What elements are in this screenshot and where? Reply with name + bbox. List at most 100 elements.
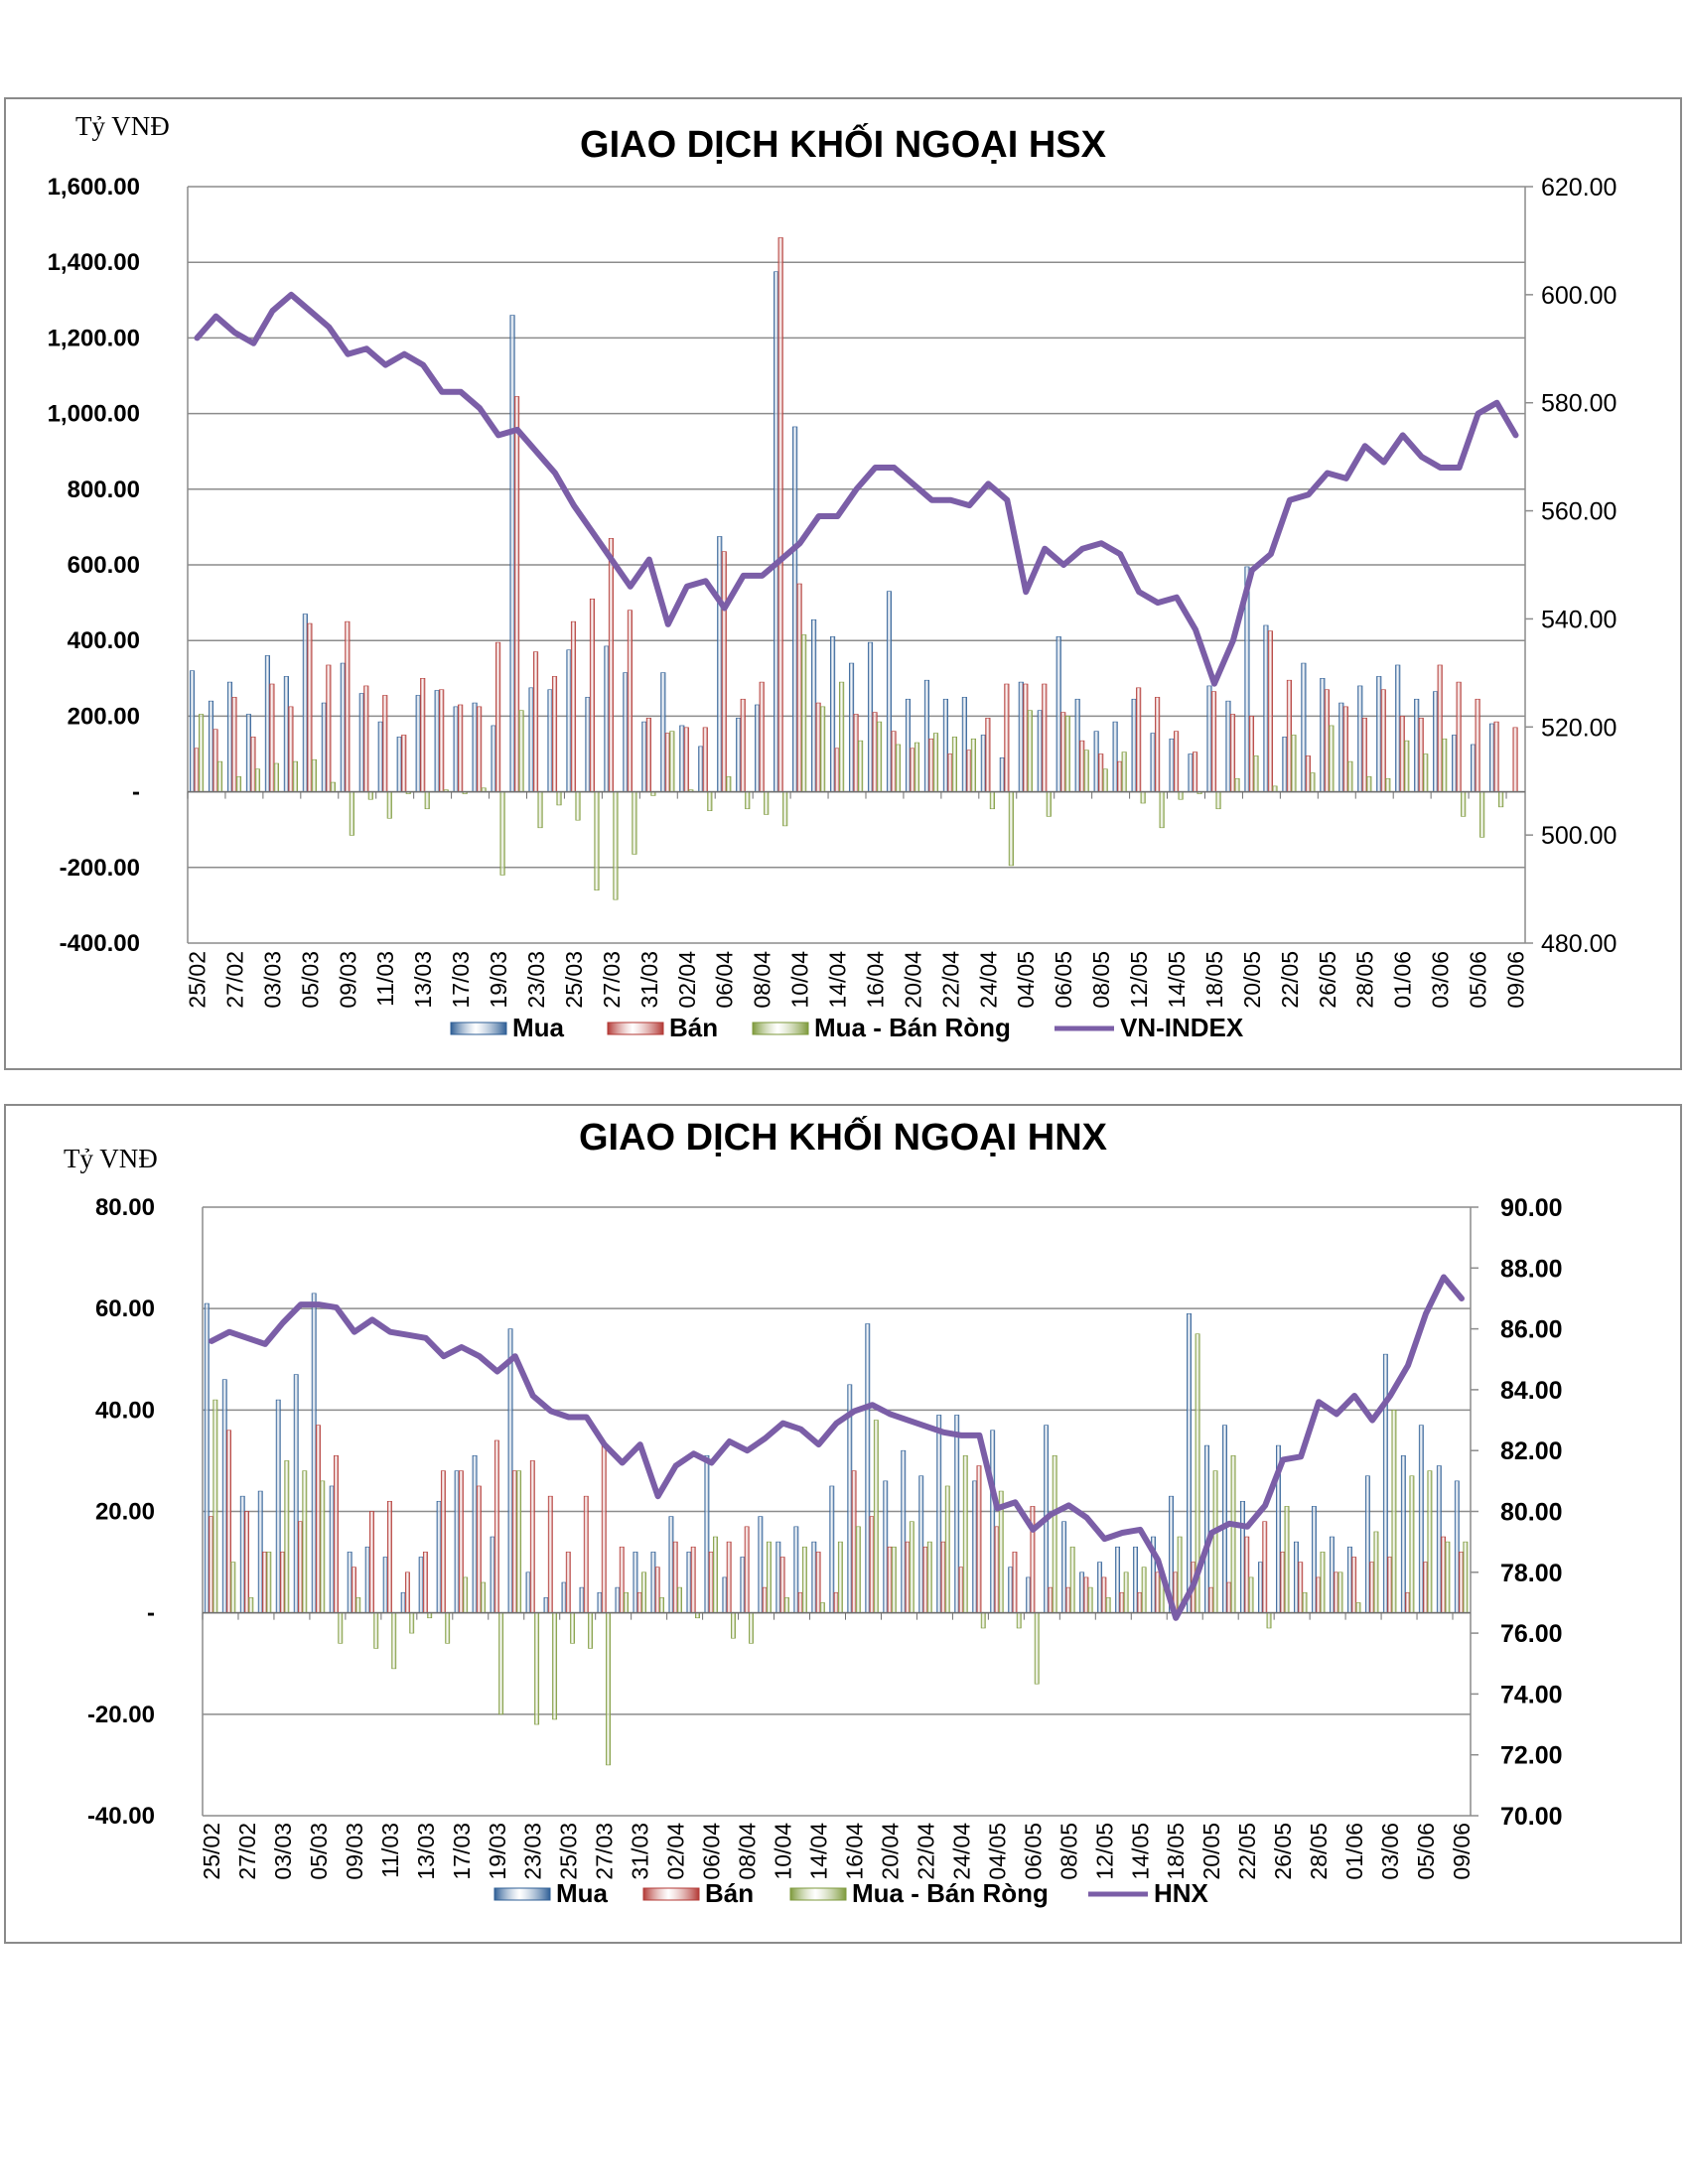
bar-mua (830, 636, 836, 792)
bar-mua (547, 689, 553, 792)
bar-ban (458, 1470, 464, 1613)
bar-ban (1342, 706, 1348, 792)
y-tick-label: -20.00 (87, 1702, 155, 1728)
bar-ban (1117, 760, 1123, 792)
x-tick-label: 13/03 (413, 1823, 439, 1880)
bar-mua (415, 695, 421, 792)
bar-rong (873, 1420, 879, 1613)
bar-rong (1498, 791, 1504, 808)
x-tick-label: 16/04 (862, 951, 888, 1009)
bar-ban (440, 1470, 446, 1613)
bar-rong (1087, 1586, 1093, 1613)
bar-rong (970, 738, 976, 792)
bar-ban (547, 1495, 553, 1613)
bar-mua (829, 1485, 835, 1613)
bar-rong (707, 791, 713, 811)
x-tick-label: 25/02 (184, 951, 210, 1009)
bar-rong (338, 1612, 344, 1644)
bar-rong (1272, 785, 1278, 792)
legend-swatch-ban (607, 1022, 664, 1035)
y2-tick-label: 78.00 (1500, 1560, 1563, 1587)
x-tick-label: 03/06 (1377, 1823, 1403, 1880)
bar-ban (1437, 664, 1443, 792)
index-line (209, 1274, 1465, 1621)
bar-rong (820, 706, 826, 792)
x-tick-label: 28/05 (1306, 1823, 1332, 1880)
bar-rong (266, 1552, 272, 1613)
x-tick-label: 06/04 (712, 951, 738, 1009)
bar-rong (248, 1597, 254, 1613)
bar-rong (216, 760, 223, 792)
bar-rong (311, 758, 317, 792)
legend-label: HNX (1154, 1878, 1209, 1908)
bar-rong (355, 1597, 361, 1613)
bar-mua (942, 698, 948, 792)
x-tick-label: 01/06 (1390, 951, 1416, 1009)
x-tick-label: 24/04 (948, 1823, 974, 1880)
x-tick-label: 26/05 (1315, 951, 1340, 1009)
bar-mua (740, 1557, 746, 1613)
bar-mua (1395, 664, 1401, 792)
bar-rong (230, 1562, 236, 1613)
bar-ban (1316, 1576, 1322, 1613)
bar-rong (677, 1586, 682, 1613)
bar-mua (918, 1475, 924, 1613)
bar-mua (954, 1415, 960, 1613)
hnx-chart-svg: GIAO DỊCH KHỐI NGOẠI HNX Tỷ VNĐ 80.00 60.00… (64, 1114, 1563, 1908)
x-tick-label: 17/03 (449, 1823, 475, 1880)
bar-rong (1034, 1612, 1040, 1685)
bar-mua (604, 645, 610, 792)
bar-mua (579, 1586, 585, 1613)
chart-title: GIAO DỊCH KHỐI NGOẠI HNX (579, 1114, 1108, 1159)
bar-mua (400, 1591, 406, 1613)
x-tick-label: 20/05 (1198, 1823, 1224, 1880)
y2-tick-label: 520.00 (1541, 714, 1617, 742)
bar-mua (717, 536, 723, 792)
bar-mua (722, 1576, 728, 1613)
bar-ban (1305, 755, 1311, 792)
bar-mua (1037, 710, 1043, 792)
bar-ban (401, 735, 407, 792)
bar-ban (1280, 1552, 1286, 1613)
bar-rong (1027, 710, 1033, 792)
bar-ban (477, 706, 483, 792)
bar-rong (909, 1521, 914, 1613)
bar-rong (1427, 1470, 1433, 1613)
bar-rong (1105, 1597, 1111, 1613)
bar-rong (588, 1612, 594, 1649)
bar-rong (367, 791, 373, 800)
bar-ban (1423, 1562, 1429, 1613)
bar-mua (1414, 698, 1420, 792)
bar-ban (1418, 718, 1424, 792)
y-tick-label: -40.00 (87, 1803, 155, 1830)
bar-ban (589, 598, 596, 792)
x-tick-label: 31/03 (628, 1823, 653, 1880)
bar-ban (1229, 714, 1236, 792)
bar-ban (326, 664, 332, 792)
y2-tick-label: 500.00 (1541, 822, 1617, 850)
x-tick-label: 20/04 (900, 951, 925, 1009)
bar-ban (1286, 679, 1292, 792)
bar-ban (345, 620, 351, 792)
x-tick-label: 08/05 (1055, 1823, 1081, 1880)
bar-rong (1355, 1602, 1361, 1613)
bar-rong (254, 768, 261, 792)
bar-ban (1208, 1586, 1214, 1613)
bar-ban (966, 750, 972, 792)
bar-mua (1301, 662, 1307, 792)
bar-rong (1069, 1546, 1075, 1613)
bar-ban (1174, 731, 1180, 792)
bar-mua (472, 702, 478, 792)
bar-ban (352, 1567, 356, 1613)
bar-ban (529, 1460, 535, 1613)
bar-rong (1016, 1612, 1022, 1629)
bar-ban (269, 683, 275, 792)
bar-ban (209, 1516, 214, 1613)
bar-mua (679, 725, 685, 792)
bar-ban (1098, 753, 1104, 792)
bar-rong (445, 1612, 451, 1644)
bar-ban (654, 1567, 660, 1613)
x-tick-label: 19/03 (485, 1823, 510, 1880)
bar-mua (686, 1552, 692, 1613)
bar-rong (1234, 777, 1240, 792)
